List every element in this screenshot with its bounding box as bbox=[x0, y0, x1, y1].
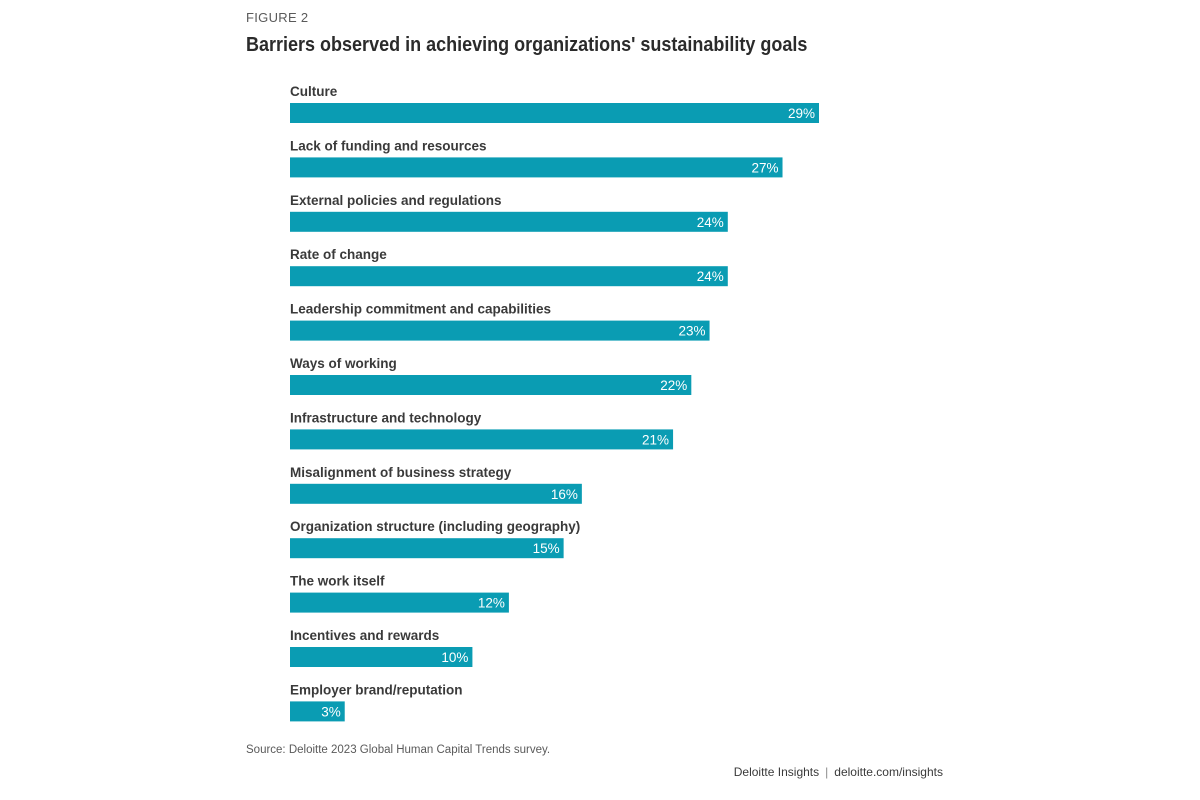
category-label: Leadership commitment and capabilities bbox=[290, 302, 551, 317]
bar bbox=[290, 211, 728, 232]
category-label: Employer brand/reputation bbox=[290, 682, 463, 697]
category-label: Lack of funding and resources bbox=[290, 138, 487, 153]
bar bbox=[290, 375, 692, 395]
value-label: 3% bbox=[321, 704, 341, 719]
category-label: Incentives and rewards bbox=[290, 628, 439, 643]
value-label: 27% bbox=[751, 160, 778, 175]
bar bbox=[290, 103, 819, 123]
chart-title: Barriers observed in achieving organizat… bbox=[246, 34, 808, 56]
category-label: Ways of working bbox=[290, 356, 397, 371]
category-label: Misalignment of business strategy bbox=[290, 465, 512, 480]
value-label: 15% bbox=[533, 541, 560, 556]
category-label: Organization structure (including geogra… bbox=[290, 519, 580, 534]
bar bbox=[290, 701, 345, 722]
bar-chart: Culture 29% Lack of funding and resources 2… bbox=[290, 84, 819, 722]
value-label: 22% bbox=[660, 378, 687, 393]
bar bbox=[290, 320, 710, 341]
brand-url[interactable]: deloitte.com/insights bbox=[834, 765, 943, 779]
category-label: External policies and regulations bbox=[290, 193, 502, 208]
value-label: 21% bbox=[642, 432, 669, 447]
brand-name: Deloitte Insights bbox=[733, 765, 820, 779]
figure-label: FIGURE 2 bbox=[246, 10, 309, 25]
value-label: 24% bbox=[697, 215, 724, 230]
value-label: 12% bbox=[478, 596, 505, 611]
category-label: Rate of change bbox=[290, 247, 387, 262]
category-label: The work itself bbox=[290, 574, 385, 589]
value-label: 10% bbox=[441, 650, 468, 665]
category-label: Culture bbox=[290, 84, 338, 99]
value-label: 23% bbox=[679, 324, 706, 339]
bar bbox=[290, 592, 509, 613]
bar bbox=[290, 429, 674, 450]
category-label: Infrastructure and technology bbox=[290, 410, 482, 425]
value-label: 29% bbox=[788, 106, 815, 121]
bar bbox=[290, 483, 582, 504]
bar bbox=[290, 157, 783, 178]
bar bbox=[290, 266, 728, 287]
source-note: Source: Deloitte 2023 Global Human Capit… bbox=[246, 744, 551, 756]
bar bbox=[290, 647, 473, 667]
brand-separator: | bbox=[825, 765, 829, 779]
bar bbox=[290, 538, 564, 559]
value-label: 16% bbox=[551, 487, 578, 502]
value-label: 24% bbox=[697, 269, 724, 284]
brand-footer: Deloitte Insights | deloitte.com/insights bbox=[734, 765, 943, 779]
